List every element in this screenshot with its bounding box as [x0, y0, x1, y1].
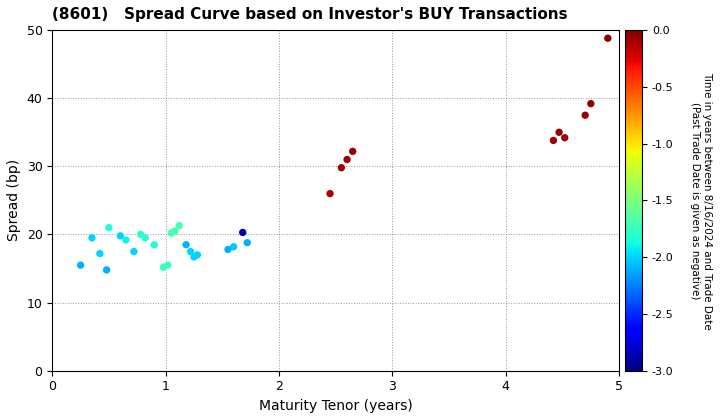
Point: [341, 156, 353, 163]
Point: [192, 252, 203, 258]
Point: [128, 248, 140, 255]
Point: [75, 262, 86, 268]
Point: [559, 134, 570, 141]
Text: (8601)   Spread Curve based on Investor's BUY Transactions: (8601) Spread Curve based on Investor's …: [53, 7, 568, 22]
Point: [324, 190, 336, 197]
Point: [185, 248, 197, 255]
Point: [554, 129, 565, 136]
Point: [336, 164, 347, 171]
Point: [158, 264, 169, 270]
Point: [580, 112, 591, 118]
Point: [241, 239, 253, 246]
Point: [114, 233, 126, 239]
Point: [120, 236, 132, 243]
Point: [180, 241, 192, 248]
Point: [602, 35, 613, 42]
Point: [347, 148, 359, 155]
Y-axis label: Spread (bp): Spread (bp): [7, 159, 21, 242]
Point: [548, 137, 559, 144]
Point: [86, 234, 98, 241]
Point: [140, 234, 151, 241]
Point: [148, 241, 160, 248]
Point: [228, 244, 240, 250]
Y-axis label: Time in years between 8/16/2024 and Trade Date
(Past Trade Date is given as nega: Time in years between 8/16/2024 and Trad…: [690, 71, 712, 329]
Point: [222, 246, 234, 253]
X-axis label: Maturity Tenor (years): Maturity Tenor (years): [258, 399, 413, 413]
Point: [237, 229, 248, 236]
Point: [94, 250, 106, 257]
Point: [188, 254, 199, 260]
Point: [135, 231, 146, 238]
Point: [174, 222, 185, 229]
Point: [585, 100, 597, 107]
Point: [101, 267, 112, 273]
Point: [162, 262, 174, 268]
Point: [169, 228, 181, 234]
Point: [103, 224, 114, 231]
Point: [166, 230, 177, 236]
